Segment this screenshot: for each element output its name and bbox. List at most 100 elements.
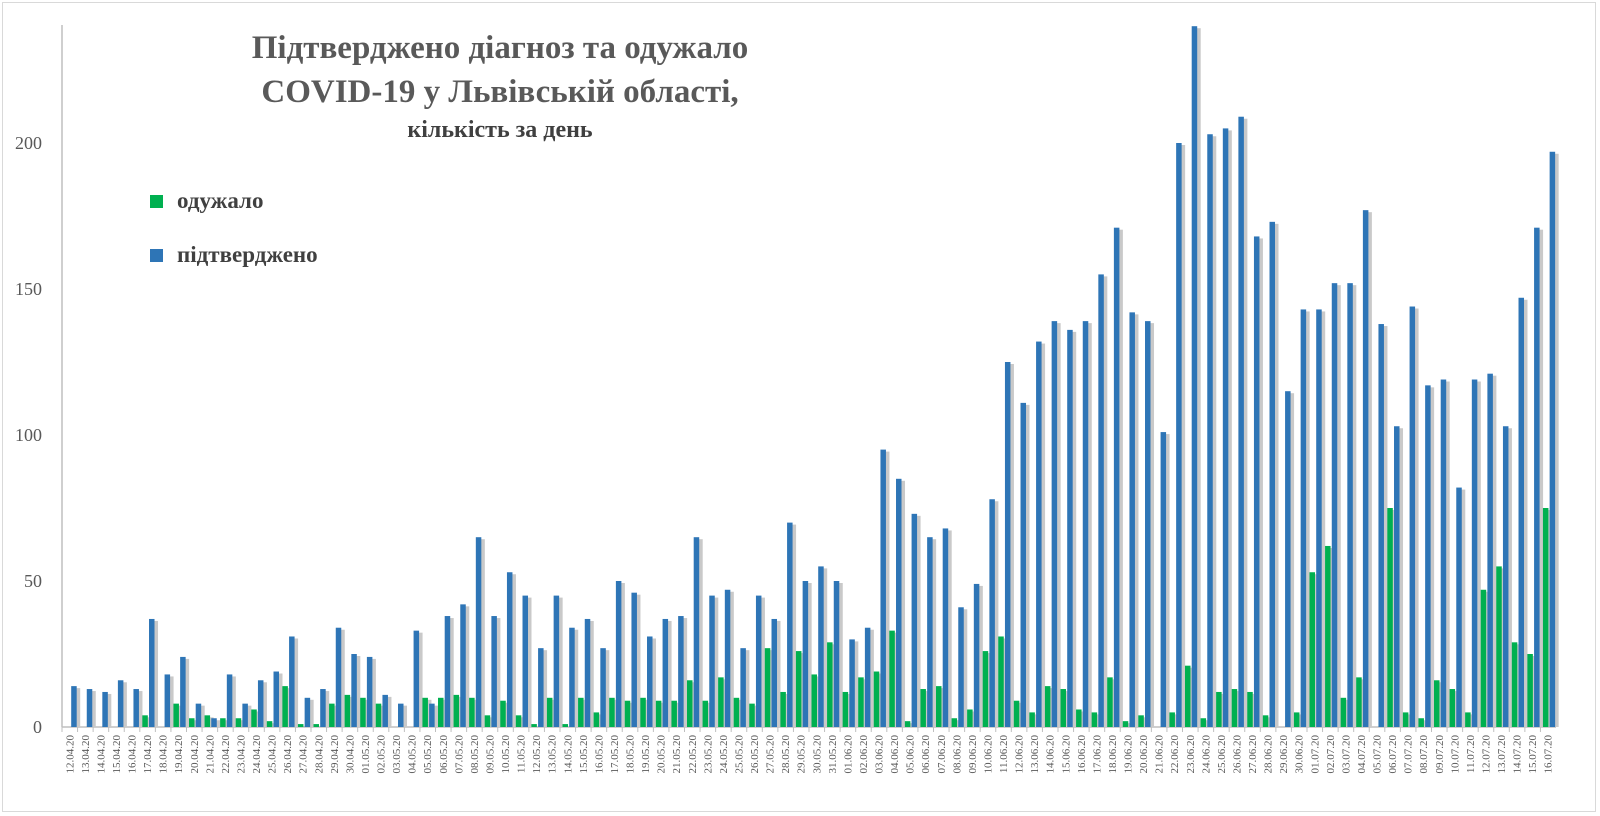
x-tick-label: 23.06.20 [1185,735,1197,774]
bar-recovered [1122,721,1129,727]
bar-recovered [858,677,864,727]
legend-item-recovered: одужало [150,188,263,214]
bar-confirmed [787,522,793,727]
bar-confirmed [1082,321,1089,727]
bar-confirmed [927,537,933,727]
bar-confirmed [1207,134,1213,728]
x-tick-label: 16.07.20 [1543,735,1555,774]
bar-recovered [920,689,926,727]
bar-recovered [1434,680,1440,727]
bar-confirmed [1378,324,1384,727]
x-tick-label: 13.04.20 [80,735,92,774]
x-tick-label: 04.06.20 [889,735,901,774]
x-tick-label: 25.04.20 [267,735,279,774]
bar-confirmed [1471,379,1478,727]
x-tick-label: 14.04.20 [95,735,107,774]
bar-confirmed [211,718,217,727]
x-tick-label: 03.05.20 [391,735,403,774]
bar-confirmed [195,703,202,727]
x-tick-label: 11.06.20 [998,735,1010,774]
bar-recovered [1247,691,1253,727]
bar-confirmed [257,680,264,727]
x-tick-label: 29.05.20 [796,735,808,774]
bar-recovered [904,721,911,727]
bar-confirmed [1051,321,1058,727]
bar-recovered [173,703,179,727]
bar-recovered [329,703,335,727]
bar-recovered [1262,715,1269,727]
bar-recovered [640,697,646,727]
bar-confirmed [1129,312,1135,727]
x-tick-label: 12.04.20 [64,735,76,774]
bar-recovered [1309,572,1315,727]
bar-recovered [998,636,1004,727]
bar-recovered [827,642,833,727]
bar-confirmed [647,636,653,727]
bar-recovered [889,630,895,727]
bar-recovered [936,686,942,727]
bar-confirmed [522,595,529,727]
bar-confirmed [1347,283,1353,727]
bar-recovered [842,691,849,727]
bar-recovered [313,724,319,727]
y-tick-label: 200 [15,133,42,153]
x-tick-label: 01.06.20 [842,735,854,774]
bar-confirmed [366,656,373,727]
bar-confirmed [1253,236,1260,727]
bar-confirmed [1020,402,1027,727]
bar-confirmed [538,648,544,727]
bar-confirmed [1067,329,1073,727]
chart-subtitle: кількість за день [407,117,593,143]
x-tick-label: 14.05.20 [562,735,574,774]
bar-confirmed [444,616,451,727]
bar-confirmed [631,592,637,727]
bar-confirmed [1534,227,1540,727]
bar-recovered [1480,589,1487,727]
y-tick-label: 100 [15,425,42,445]
bar-confirmed [942,528,949,727]
bar-confirmed [180,656,186,727]
x-tick-label: 05.06.20 [905,735,917,774]
bar-confirmed [320,689,326,727]
x-tick-label: 21.06.20 [1154,735,1166,774]
x-tick-label: 12.06.20 [1014,735,1026,774]
x-tick-label: 30.04.20 [344,735,356,774]
x-tick-label: 22.05.20 [687,735,699,774]
x-tick-label: 04.05.20 [407,735,419,774]
x-tick-label: 15.06.20 [1060,735,1072,774]
bar-recovered [562,724,568,727]
bar-recovered [733,697,740,727]
bar-confirmed [771,618,778,727]
legend-swatch-confirmed [150,248,163,262]
bar-recovered [780,691,786,727]
bar-recovered [578,697,584,727]
bar-confirmed [553,595,560,727]
bar-recovered [531,724,537,727]
x-tick-label: 10.06.20 [982,735,994,774]
bar-confirmed [849,639,855,727]
bar-confirmed [1098,274,1104,727]
legend-swatch-recovered [150,194,163,208]
x-tick-label: 16.04.20 [127,735,139,774]
bar-recovered [469,697,475,727]
bar-recovered [1293,712,1300,727]
x-tick-label: 08.06.20 [951,735,963,774]
bar-recovered [671,700,677,727]
x-tick-label: 02.05.20 [376,735,388,774]
x-tick-label: 20.06.20 [1138,735,1150,774]
x-tick-label: 06.06.20 [920,735,932,774]
bar-recovered [189,718,195,727]
x-tick-label: 17.04.20 [142,735,154,774]
bar-confirmed [973,583,980,727]
bar-confirmed [958,607,964,727]
bar-confirmed [1300,309,1307,727]
bar-confirmed [1409,306,1416,727]
bar-recovered [1013,700,1020,727]
chart-title-line-1: Підтверджено діагноз та одужало [251,30,749,66]
x-tick-label: 14.07.20 [1512,735,1524,774]
x-tick-label: 13.07.20 [1496,735,1508,774]
bar-recovered [1200,718,1207,727]
bar-recovered [1465,712,1471,727]
x-tick-label: 10.07.20 [1449,735,1461,774]
